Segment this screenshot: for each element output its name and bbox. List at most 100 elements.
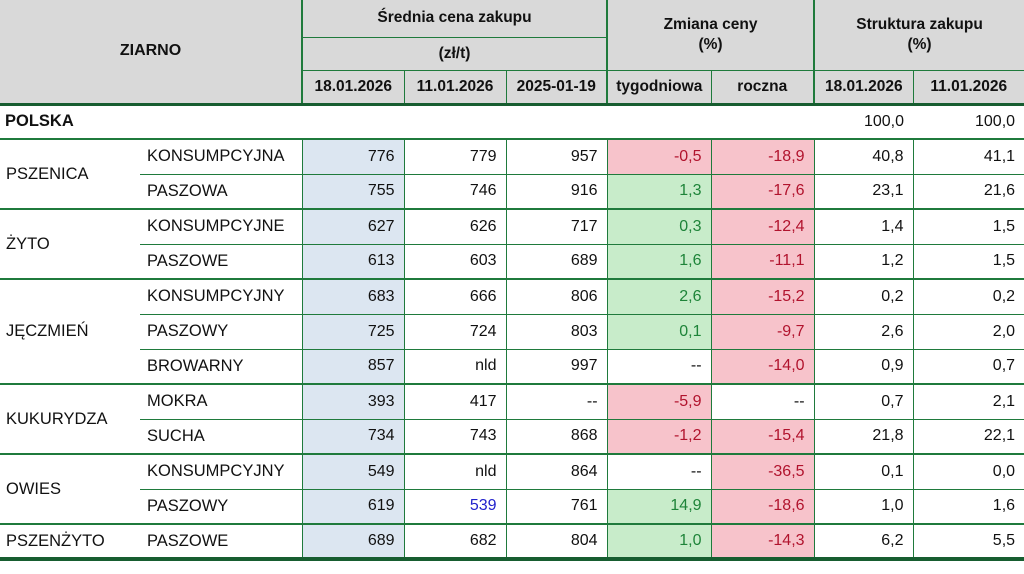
price-change-label: Zmiana ceny — [663, 16, 758, 34]
table-row: JĘCZMIEŃ KONSUMPCYJNY 683 666 806 2,6 -15,2 0,2… — [0, 278, 1024, 385]
price-cell-year-ago: 717 — [505, 208, 608, 245]
share-date-header-2: 11.01.2026 — [912, 69, 1024, 106]
price-cell-year-ago: 997 — [505, 348, 608, 385]
summary-row-polska: POLSKA 100,0 100,0 — [0, 103, 1024, 140]
share-cell-current: 6,2 — [813, 523, 914, 561]
price-cell-previous: 603 — [403, 243, 507, 280]
grain-cell: ŻYTO — [0, 208, 140, 280]
share-cell-previous: 1,5 — [912, 243, 1024, 280]
table-body: POLSKA 100,0 100,0 PSZENICA KONSUMPCYJNA 7… — [0, 103, 1024, 561]
price-cell-previous: 666 — [403, 278, 507, 315]
table-row: OWIES KONSUMPCYJNY 549 nld 864 -- -36,5 0,1 0,0 — [0, 453, 1024, 525]
variety-cell: KONSUMPCYJNE — [139, 208, 303, 245]
price-date-header-3: 2025-01-19 — [505, 69, 608, 106]
share-cell-current: 21,8 — [813, 418, 914, 455]
change-weekly-cell: -- — [606, 348, 712, 385]
price-cell-current: 725 — [301, 313, 405, 350]
table-row: PASZOWE 613 603 689 1,6 -11,1 1,2 1,5 — [0, 243, 1024, 280]
change-yearly-cell: -36,5 — [710, 453, 815, 490]
share-cell-previous: 0,7 — [912, 348, 1024, 385]
price-cell-current: 857 — [301, 348, 405, 385]
price-cell-year-ago: 916 — [505, 173, 608, 210]
change-yearly-cell: -- — [710, 383, 815, 420]
share-cell-previous: 2,0 — [912, 313, 1024, 350]
share-cell-current: 23,1 — [813, 173, 914, 210]
column-group-average-price: Średnia cena zakupu — [301, 0, 608, 38]
variety-cell: PASZOWA — [139, 173, 303, 210]
price-date-header-1: 18.01.2026 — [301, 69, 405, 106]
summary-label: POLSKA — [0, 103, 815, 140]
table-row: KUKURYDZA MOKRA 393 417 -- -5,9 -- 0,7 2,1 — [0, 383, 1024, 455]
table-row: PSZENŻYTO PASZOWE 689 682 804 1,0 -14,3 6,2 5,5 — [0, 523, 1024, 561]
price-cell-year-ago: 957 — [505, 138, 608, 175]
grain-price-table: ZIARNO Średnia cena zakupu Zmiana ceny (… — [0, 0, 1024, 561]
variety-cell: PASZOWE — [139, 523, 303, 561]
change-yearly-header: roczna — [710, 69, 815, 106]
table-row: BROWARNY 857 nld 997 -- -14,0 0,9 0,7 — [0, 348, 1024, 385]
change-weekly-cell: -0,5 — [606, 138, 712, 175]
share-cell-previous: 2,1 — [912, 383, 1024, 420]
column-group-price-change: Zmiana ceny (%) — [606, 0, 815, 71]
summary-share-cell: 100,0 — [814, 103, 914, 140]
table-header: ZIARNO Średnia cena zakupu Zmiana ceny (… — [0, 0, 1024, 106]
grain-cell: PSZENICA — [0, 138, 140, 210]
price-cell-current: 549 — [301, 453, 405, 490]
purchase-structure-unit: (%) — [907, 35, 932, 53]
share-cell-previous: 5,5 — [912, 523, 1024, 561]
share-cell-previous: 22,1 — [912, 418, 1024, 455]
price-cell-current: 755 — [301, 173, 405, 210]
price-cell-previous: 682 — [403, 523, 507, 561]
change-yearly-cell: -15,4 — [710, 418, 815, 455]
price-cell-previous: 417 — [403, 383, 507, 420]
variety-cell: PASZOWY — [139, 313, 303, 350]
price-date-header-2: 11.01.2026 — [403, 69, 507, 106]
share-cell-previous: 21,6 — [912, 173, 1024, 210]
variety-cell: MOKRA — [139, 383, 303, 420]
change-yearly-cell: -14,3 — [710, 523, 815, 561]
price-cell-year-ago: 689 — [505, 243, 608, 280]
change-weekly-cell: -5,9 — [606, 383, 712, 420]
table-row: PASZOWY 725 724 803 0,1 -9,7 2,6 2,0 — [0, 313, 1024, 350]
price-cell-year-ago: 803 — [505, 313, 608, 350]
change-yearly-cell: -18,6 — [710, 488, 815, 525]
share-cell-previous: 0,2 — [912, 278, 1024, 315]
change-weekly-cell: 0,3 — [606, 208, 712, 245]
change-weekly-cell: 0,1 — [606, 313, 712, 350]
share-cell-current: 0,7 — [813, 383, 914, 420]
share-cell-current: 2,6 — [813, 313, 914, 350]
price-cell-current: 627 — [301, 208, 405, 245]
change-weekly-cell: 2,6 — [606, 278, 712, 315]
price-cell-previous: 779 — [403, 138, 507, 175]
variety-cell: KONSUMPCYJNY — [139, 278, 303, 315]
share-cell-current: 1,2 — [813, 243, 914, 280]
share-date-header-1: 18.01.2026 — [813, 69, 914, 106]
variety-cell: KONSUMPCYJNA — [139, 138, 303, 175]
price-cell-current: 734 — [301, 418, 405, 455]
change-weekly-cell: -- — [606, 453, 712, 490]
grain-cell: KUKURYDZA — [0, 383, 140, 455]
price-cell-previous: 724 — [403, 313, 507, 350]
share-cell-previous: 1,5 — [912, 208, 1024, 245]
price-cell-year-ago: -- — [505, 383, 608, 420]
price-unit-header: (zł/t) — [301, 36, 608, 71]
price-cell-year-ago: 804 — [505, 523, 608, 561]
change-weekly-cell: 14,9 — [606, 488, 712, 525]
change-weekly-header: tygodniowa — [606, 69, 712, 106]
price-cell-current: 393 — [301, 383, 405, 420]
price-cell-year-ago: 761 — [505, 488, 608, 525]
price-cell-previous: 743 — [403, 418, 507, 455]
share-cell-current: 40,8 — [813, 138, 914, 175]
variety-cell: PASZOWY — [139, 488, 303, 525]
change-yearly-cell: -14,0 — [710, 348, 815, 385]
share-cell-current: 0,1 — [813, 453, 914, 490]
variety-cell: BROWARNY — [139, 348, 303, 385]
change-yearly-cell: -17,6 — [710, 173, 815, 210]
price-cell-previous: nld — [403, 453, 507, 490]
price-cell-current: 619 — [301, 488, 405, 525]
change-yearly-cell: -15,2 — [710, 278, 815, 315]
column-header-ziarno: ZIARNO — [0, 0, 304, 106]
price-cell-year-ago: 806 — [505, 278, 608, 315]
price-cell-year-ago: 868 — [505, 418, 608, 455]
share-cell-current: 0,9 — [813, 348, 914, 385]
change-weekly-cell: -1,2 — [606, 418, 712, 455]
